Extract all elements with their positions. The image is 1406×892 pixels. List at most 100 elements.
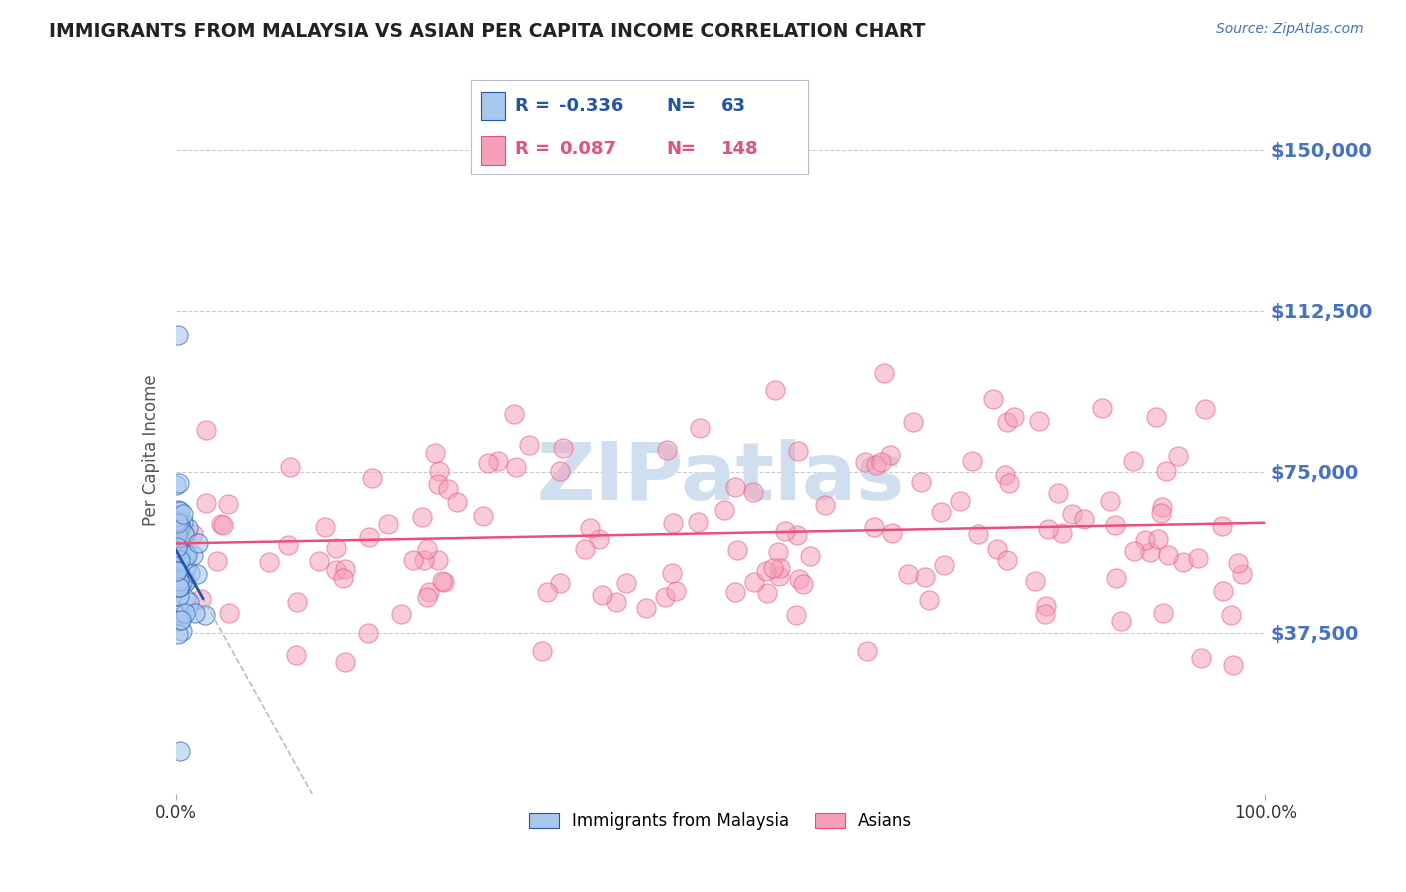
Point <box>389 607 412 622</box>
Point <box>1147 532 1170 546</box>
Point <box>169 504 191 518</box>
Point <box>167 327 190 342</box>
Point <box>855 644 877 658</box>
Point <box>165 508 187 522</box>
Point <box>713 503 735 517</box>
Point <box>195 496 218 510</box>
Point <box>165 525 187 540</box>
Point <box>688 515 710 529</box>
Y-axis label: Per Capita Income: Per Capita Income <box>142 375 160 526</box>
Point <box>1211 518 1233 533</box>
Point <box>962 454 984 468</box>
Point <box>768 568 790 582</box>
Point <box>277 538 299 552</box>
Point <box>661 566 683 581</box>
Point <box>766 545 789 559</box>
Point <box>165 564 187 578</box>
Point <box>1227 556 1250 570</box>
Point <box>165 578 187 592</box>
Point <box>870 455 893 469</box>
Point <box>865 458 887 472</box>
Point <box>430 574 453 589</box>
Point <box>187 536 209 550</box>
Point <box>174 591 197 606</box>
Point <box>426 477 449 491</box>
Point <box>995 415 1018 429</box>
Point <box>170 613 193 627</box>
Point <box>165 478 187 492</box>
Point <box>165 573 187 587</box>
Point <box>1109 615 1132 629</box>
Text: R =: R = <box>515 97 550 115</box>
Point <box>741 485 763 500</box>
Point <box>665 584 688 599</box>
Point <box>184 606 207 620</box>
Point <box>174 606 197 620</box>
Point <box>170 624 193 639</box>
Point <box>325 541 347 555</box>
Text: Source: ZipAtlas.com: Source: ZipAtlas.com <box>1216 22 1364 37</box>
Point <box>636 600 658 615</box>
Point <box>314 519 336 533</box>
Point <box>1035 599 1057 614</box>
Point <box>1028 415 1050 429</box>
Point <box>1139 545 1161 559</box>
Point <box>981 392 1004 406</box>
Point <box>742 574 765 589</box>
Point <box>426 553 449 567</box>
Point <box>995 553 1018 567</box>
Text: 63: 63 <box>721 97 745 115</box>
Point <box>436 482 458 496</box>
Point <box>1091 401 1114 415</box>
Point <box>932 558 955 572</box>
Point <box>278 460 301 475</box>
Point <box>172 507 194 521</box>
Point <box>205 554 228 568</box>
Point <box>377 517 399 532</box>
Point <box>880 526 903 541</box>
Point <box>433 574 456 589</box>
Point <box>727 543 749 558</box>
Point <box>186 566 208 581</box>
Point <box>773 524 796 539</box>
Point <box>655 443 678 458</box>
Point <box>193 607 215 622</box>
Point <box>1154 464 1177 478</box>
Point <box>166 528 188 542</box>
Point <box>257 555 280 569</box>
Point <box>167 524 190 538</box>
Point <box>1046 486 1069 500</box>
Point <box>1230 566 1253 581</box>
Point <box>1135 533 1157 547</box>
Point <box>786 528 808 542</box>
Point <box>174 560 197 574</box>
Point <box>1222 658 1244 673</box>
Point <box>949 493 972 508</box>
Point <box>769 561 792 575</box>
Point <box>897 566 920 581</box>
Point <box>173 527 195 541</box>
Point <box>605 595 627 609</box>
Point <box>536 585 558 599</box>
Text: 0.087: 0.087 <box>558 140 616 158</box>
Point <box>169 519 191 533</box>
Point <box>879 448 901 462</box>
Point <box>724 480 747 494</box>
Point <box>1212 584 1234 599</box>
Point <box>1105 572 1128 586</box>
Point <box>166 514 188 528</box>
Point <box>169 553 191 567</box>
Point <box>548 576 571 591</box>
Point <box>994 468 1017 483</box>
Point <box>413 553 436 567</box>
Point <box>167 574 190 588</box>
Point <box>169 518 191 533</box>
Point <box>1194 402 1216 417</box>
Point <box>335 562 357 576</box>
Text: IMMIGRANTS FROM MALAYSIA VS ASIAN PER CAPITA INCOME CORRELATION CHART: IMMIGRANTS FROM MALAYSIA VS ASIAN PER CA… <box>49 22 925 41</box>
Point <box>503 407 526 421</box>
Point <box>166 614 188 628</box>
Point <box>285 595 308 609</box>
Point <box>785 607 807 622</box>
Point <box>416 541 439 556</box>
